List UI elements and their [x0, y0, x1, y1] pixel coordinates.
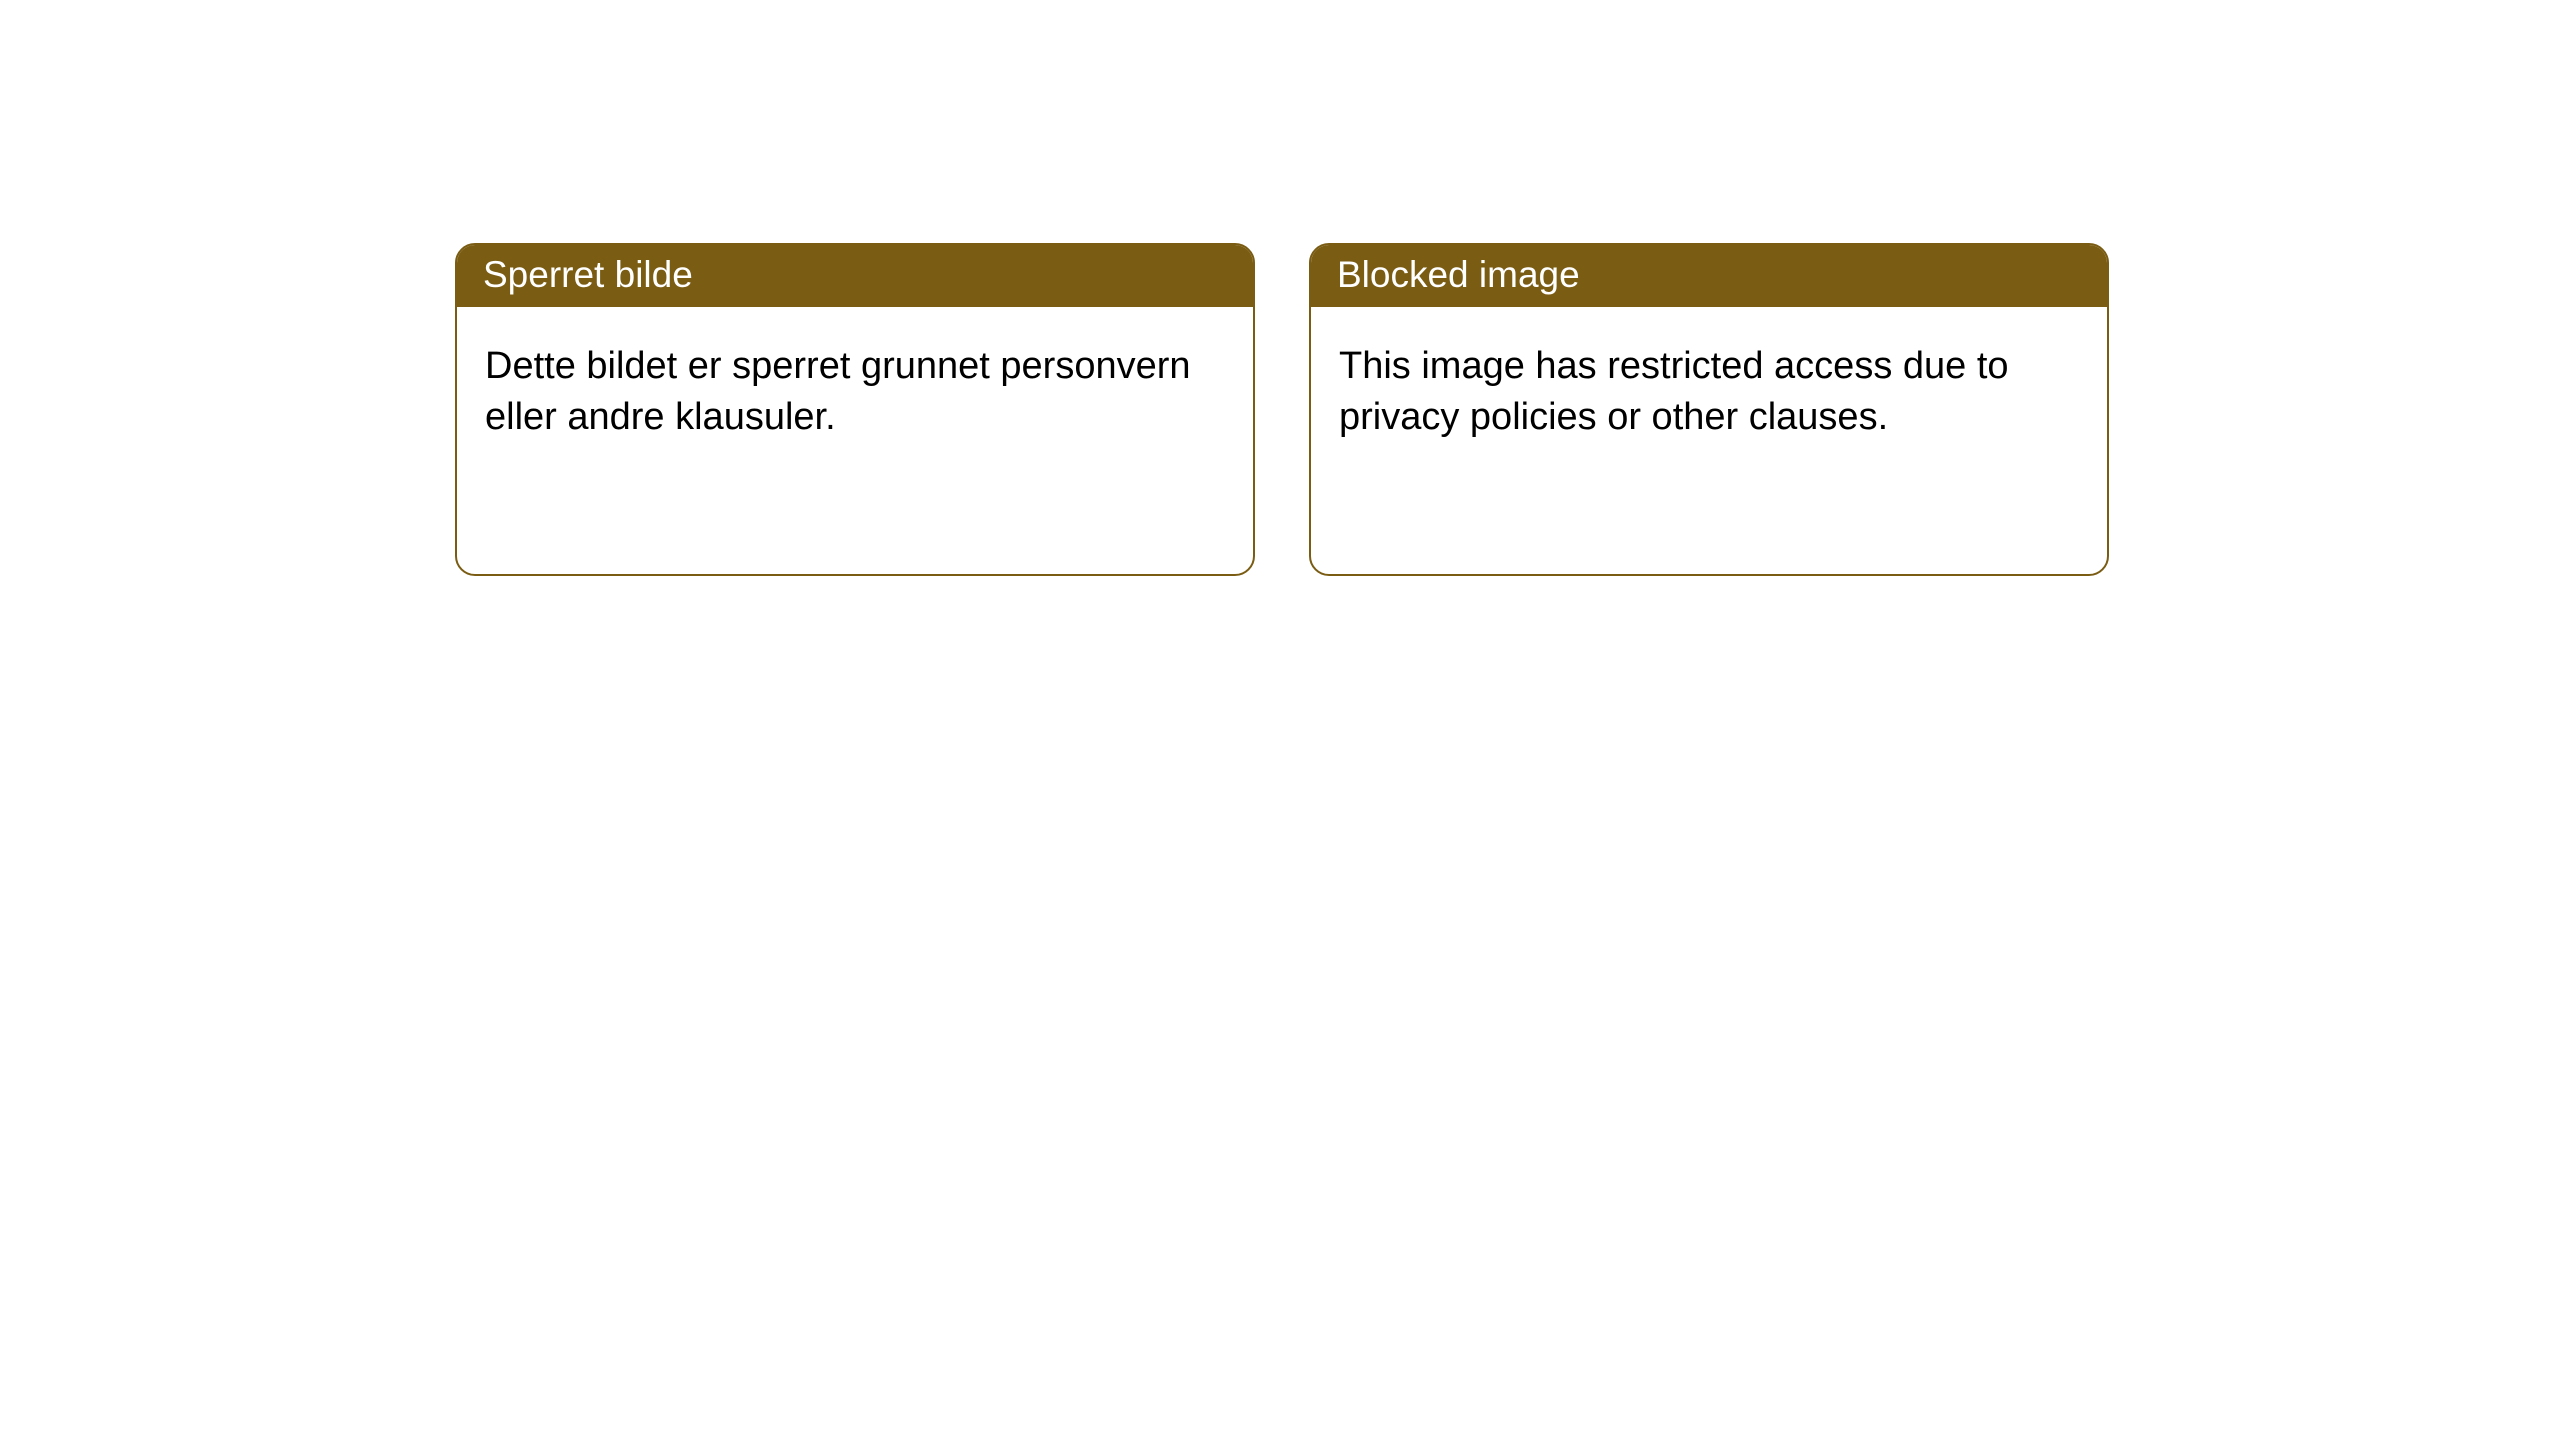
- notice-body: This image has restricted access due to …: [1311, 307, 2107, 476]
- notice-title: Blocked image: [1337, 254, 1580, 295]
- notice-body-text: This image has restricted access due to …: [1339, 345, 2009, 438]
- notice-card-english: Blocked image This image has restricted …: [1309, 243, 2109, 576]
- notice-card-norwegian: Sperret bilde Dette bildet er sperret gr…: [455, 243, 1255, 576]
- notice-cards-row: Sperret bilde Dette bildet er sperret gr…: [455, 243, 2560, 576]
- notice-header: Sperret bilde: [457, 245, 1253, 307]
- notice-body-text: Dette bildet er sperret grunnet personve…: [485, 345, 1191, 438]
- notice-header: Blocked image: [1311, 245, 2107, 307]
- notice-title: Sperret bilde: [483, 254, 693, 295]
- notice-body: Dette bildet er sperret grunnet personve…: [457, 307, 1253, 476]
